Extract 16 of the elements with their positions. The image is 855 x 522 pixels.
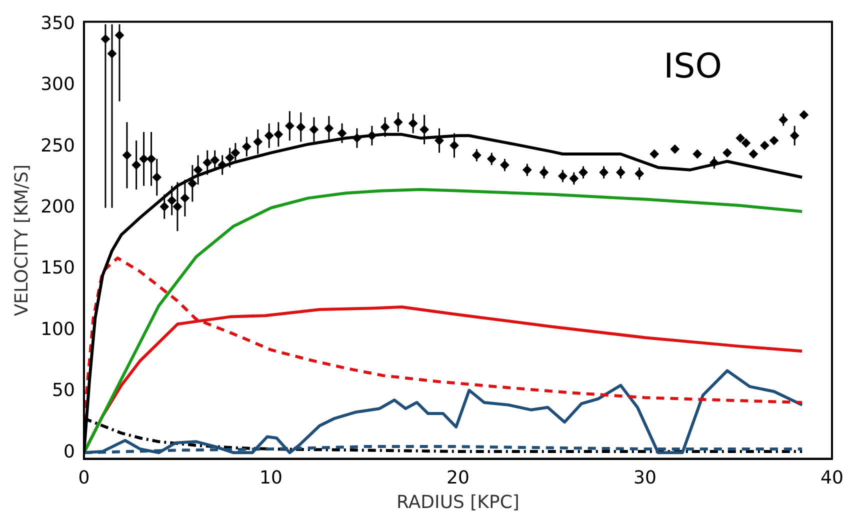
annotation: ISO [664, 46, 722, 87]
x-tick-label: 30 [634, 467, 656, 488]
x-axis-title: RADIUS [KPC] [396, 492, 520, 513]
y-axis-title: VELOCITY [KM/S] [11, 164, 32, 316]
y-tick-label: 0 [64, 441, 75, 462]
y-tick-label: 250 [40, 135, 75, 156]
y-tick-label: 50 [52, 380, 75, 402]
x-tick-label: 0 [78, 467, 90, 488]
y-tick-label: 200 [40, 196, 75, 218]
y-tick-label: 100 [40, 318, 75, 340]
x-tick-label: 40 [820, 467, 844, 488]
x-tick-label: 20 [446, 467, 470, 488]
y-tick-label: 350 [40, 12, 75, 34]
y-tick-label: 150 [40, 258, 75, 279]
y-tick-label: 300 [40, 74, 75, 96]
x-tick-label: 10 [260, 467, 282, 488]
